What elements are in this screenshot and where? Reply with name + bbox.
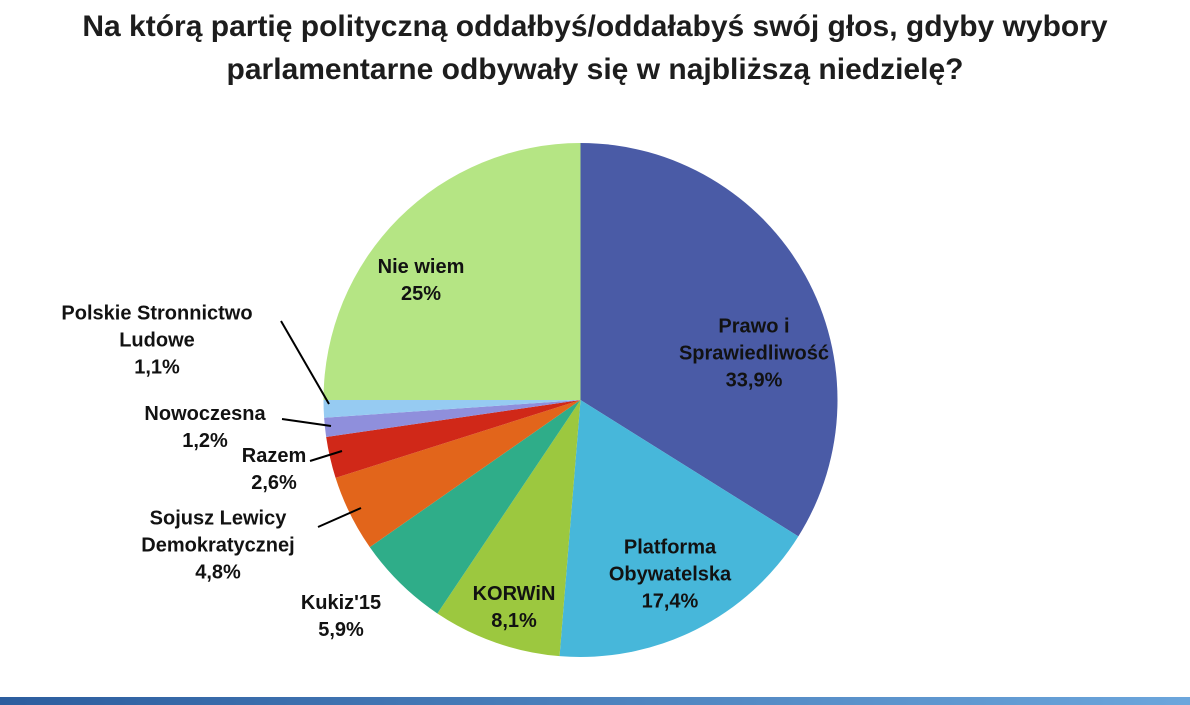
pie-slice-nowoczesna xyxy=(324,400,581,438)
pie-label-name: KORWiN xyxy=(472,583,556,605)
pie-label-percent: 33,9% xyxy=(725,369,783,392)
pie-label-razem: Razem 2,6% xyxy=(242,443,306,497)
pie-label-name: Prawo i Sprawiedliwość xyxy=(678,315,830,365)
leader-line-nowoczesna xyxy=(281,418,332,427)
chart-title: Na którą partię polityczną oddałbyś/odda… xyxy=(82,10,1108,86)
pie-label-percent: 5,9% xyxy=(318,619,364,641)
pie-label-sojusz-lewicy-demokratycznej: Sojusz Lewicy Demokratycznej 4,8% xyxy=(141,506,294,587)
pie-slices-layer xyxy=(323,143,838,657)
pie-label-korwin: KORWiN 8,1% xyxy=(473,581,556,635)
pie-label-kukiz15: Kukiz'15 5,9% xyxy=(301,590,381,644)
pie-slice-prawo-i-sprawiedliwosc xyxy=(580,143,838,537)
pie-slice-kukiz15 xyxy=(369,400,581,614)
pie-label-name: Nie wiem xyxy=(377,256,465,278)
pie-label-name: Platforma Obywatelska xyxy=(608,536,732,586)
pie-slice-nie-wiem xyxy=(323,143,581,400)
pie-slice-platforma-obywatelska xyxy=(559,400,799,657)
pie-label-name: Kukiz'15 xyxy=(300,592,382,614)
pie-label-name: Nowoczesna xyxy=(144,403,266,425)
pie-label-percent: 25% xyxy=(400,283,442,305)
bottom-accent-bar xyxy=(0,697,1190,705)
pie-label-percent: 1,2% xyxy=(182,430,228,452)
pie-label-percent: 17,4% xyxy=(641,590,699,613)
pie-slice-sojusz-lewicy-demokratycznej xyxy=(335,400,581,548)
pie-label-percent: 8,1% xyxy=(491,610,537,632)
pie-label-name: Polskie Stronnictwo Ludowe xyxy=(61,302,253,352)
leader-lines-layer xyxy=(280,320,362,528)
pie-label-nowoczesna: Nowoczesna 1,2% xyxy=(144,401,265,455)
pie-label-polskie-stronnictwo-ludowe: Polskie Stronnictwo Ludowe 1,1% xyxy=(61,301,252,382)
pie-label-nie-wiem: Nie wiem 25% xyxy=(378,254,465,308)
leader-line-sojusz-lewicy-demokratycznej xyxy=(317,507,362,528)
pie-label-platforma-obywatelska: Platforma Obywatelska 17,4% xyxy=(609,535,731,616)
pie-slice-polskie-stronnictwo-ludowe xyxy=(323,400,581,418)
pie-label-name: Sojusz Lewicy Demokratycznej xyxy=(141,507,295,557)
pie-label-percent: 1,1% xyxy=(134,356,180,379)
leader-line-polskie-stronnictwo-ludowe xyxy=(280,320,330,405)
pie-label-percent: 4,8% xyxy=(195,561,241,584)
leader-line-razem xyxy=(309,450,343,462)
pie-label-prawo-i-sprawiedliwosc: Prawo i Sprawiedliwość 33,9% xyxy=(679,314,829,395)
pie-label-percent: 2,6% xyxy=(251,472,297,494)
pie-slice-razem xyxy=(326,400,581,478)
pie-label-name: Razem xyxy=(241,445,307,467)
pie-slice-korwin xyxy=(437,400,581,657)
